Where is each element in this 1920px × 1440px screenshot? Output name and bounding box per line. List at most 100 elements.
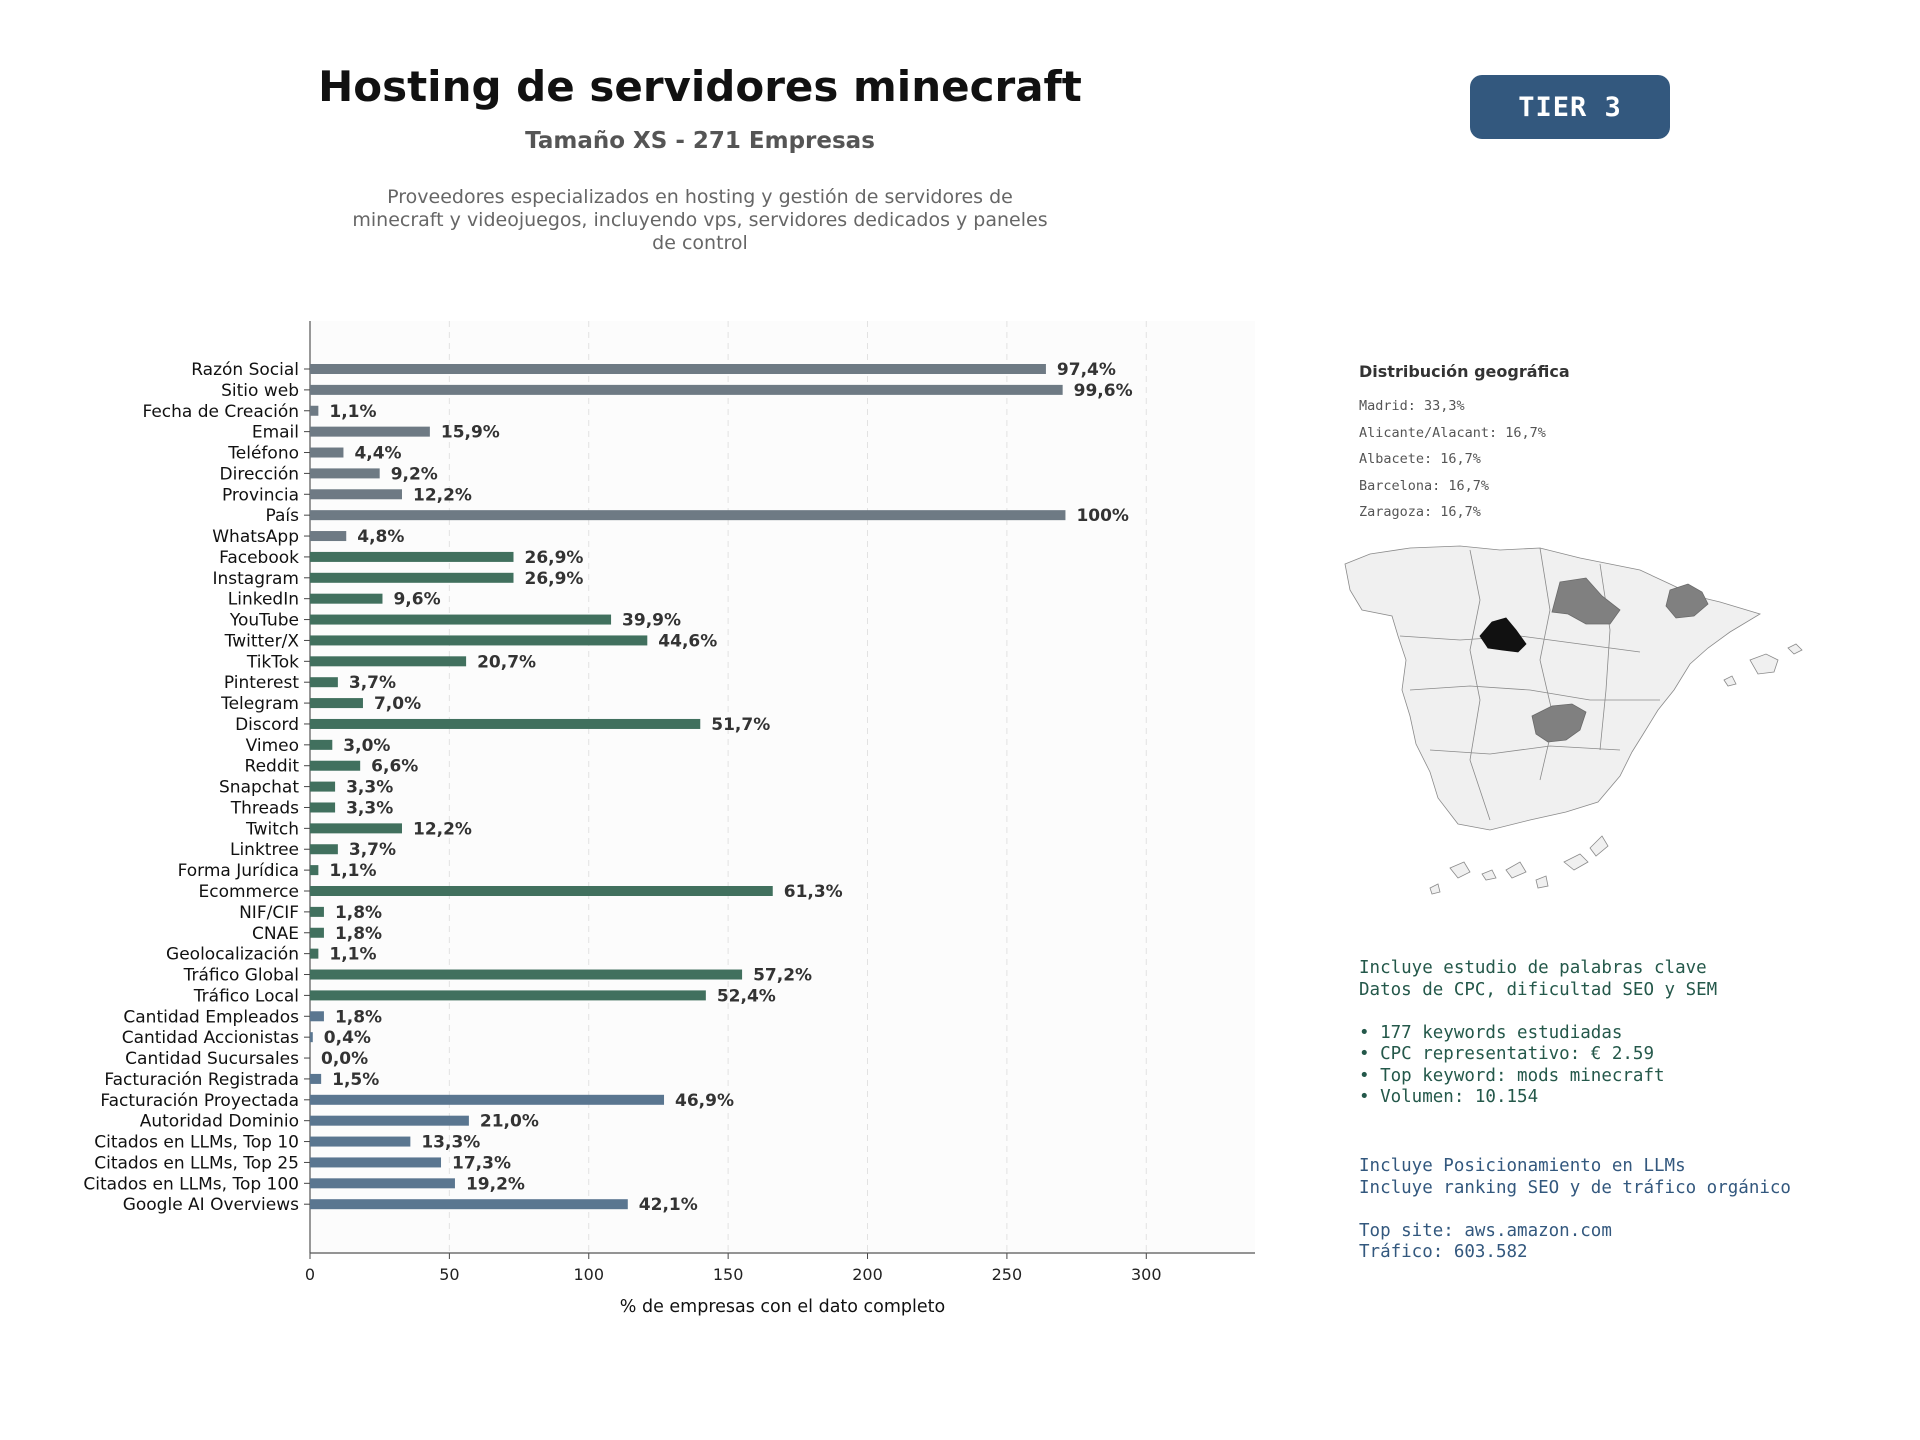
x-tick-label: 250 (992, 1265, 1023, 1284)
bar (310, 677, 338, 688)
bar (310, 447, 344, 458)
value-label: 9,6% (393, 590, 440, 610)
bar (310, 969, 743, 980)
llm-info: Incluye Posicionamiento en LLMs Incluye … (1359, 1156, 1791, 1264)
category-label: Tráfico Global (183, 966, 299, 986)
category-label: Google AI Overviews (123, 1195, 299, 1215)
bar (310, 865, 319, 876)
x-tick-label: 200 (852, 1265, 883, 1284)
llm-traffic: Tráfico: 603.582 (1359, 1242, 1528, 1262)
value-label: 3,3% (346, 778, 393, 798)
value-label: 1,8% (335, 1007, 382, 1027)
x-tick-label: 100 (573, 1265, 604, 1284)
keywords-info: Incluye estudio de palabras clave Datos … (1359, 958, 1717, 1109)
value-label: 51,7% (711, 715, 770, 735)
category-label: Pinterest (224, 673, 299, 693)
category-label: Citados en LLMs, Top 25 (94, 1153, 299, 1173)
keywords-bullet: • Volumen: 10.154 (1359, 1087, 1539, 1107)
geo-item: Madrid: 33,3% (1359, 398, 1465, 414)
category-label: TikTok (246, 652, 299, 672)
value-label: 39,9% (622, 611, 681, 631)
value-label: 1,1% (329, 945, 376, 965)
llm-line: Incluye ranking SEO y de tráfico orgánic… (1359, 1177, 1791, 1198)
bar (310, 844, 338, 855)
category-label: Citados en LLMs, Top 100 (83, 1174, 299, 1194)
geo-item: Barcelona: 16,7% (1359, 477, 1490, 494)
category-label: Cantidad Empleados (123, 1007, 299, 1027)
bar (310, 1199, 628, 1210)
map-barcelona (1665, 583, 1709, 619)
category-label: Razón Social (191, 360, 299, 380)
bar (310, 760, 361, 771)
plot-area (310, 321, 1255, 1253)
bar (310, 384, 1063, 395)
category-label: Telegram (220, 694, 299, 714)
value-label: 12,2% (413, 485, 472, 505)
value-label: 20,7% (477, 652, 536, 672)
category-label: Citados en LLMs, Top 10 (94, 1133, 299, 1153)
bar (310, 489, 402, 500)
value-label: 1,8% (335, 924, 382, 944)
page-description: Proveedores especializados en hosting y … (352, 186, 1048, 254)
category-label: CNAE (252, 924, 299, 944)
geo-item: Alicante/Alacant: 16,7% (1359, 424, 1546, 441)
keywords-bullet: • Top keyword: mods minecraft (1359, 1065, 1665, 1086)
geo-item: Zaragoza: 16,7% (1359, 504, 1481, 520)
bar (310, 948, 319, 959)
category-label: Facebook (219, 548, 299, 568)
bar (310, 364, 1046, 374)
keywords-line: Datos de CPC, dificultad SEO y SEM (1359, 979, 1718, 1000)
value-label: 3,0% (343, 736, 390, 756)
bar (310, 1136, 411, 1147)
value-label: 26,9% (524, 548, 583, 568)
value-label: 9,2% (391, 464, 438, 484)
category-label: Twitter/X (224, 631, 300, 651)
bar (310, 1157, 442, 1168)
value-label: 1,1% (329, 861, 376, 881)
map-canarias (1429, 835, 1609, 895)
x-tick-label: 300 (1131, 1265, 1162, 1284)
value-label: 3,3% (346, 798, 393, 818)
map-balearic (1723, 643, 1803, 687)
value-label: 52,4% (717, 986, 776, 1006)
value-label: 44,6% (658, 631, 717, 651)
value-label: 4,8% (357, 527, 404, 547)
value-label: 26,9% (524, 569, 583, 589)
bar (310, 426, 430, 437)
geo-item: Albacete: 16,7% (1359, 451, 1481, 467)
value-label: 1,8% (335, 903, 382, 923)
value-label: 4,4% (354, 444, 401, 464)
keywords-line: Incluye estudio de palabras clave (1359, 958, 1707, 978)
value-label: 0,4% (324, 1028, 371, 1048)
bar (310, 718, 701, 729)
value-label: 1,1% (329, 402, 376, 422)
category-label: LinkedIn (228, 590, 299, 610)
keywords-bullet: • 177 keywords estudiadas (1359, 1022, 1623, 1043)
value-label: 12,2% (413, 819, 472, 839)
bar (310, 1115, 469, 1126)
bar (310, 781, 336, 792)
map-madrid (1479, 617, 1527, 653)
value-label: 0,0% (321, 1049, 368, 1069)
category-label: Vimeo (246, 736, 299, 756)
spain-map (1344, 545, 1803, 895)
category-label: YouTube (229, 611, 299, 631)
value-label: 46,9% (675, 1091, 734, 1111)
value-label: 15,9% (441, 423, 500, 443)
value-label: 1,5% (332, 1070, 379, 1090)
category-label: Dirección (220, 464, 299, 484)
geo-title: Distribución geográfica (1359, 362, 1570, 381)
bar (310, 802, 336, 813)
category-label: Facturación Proyectada (100, 1091, 299, 1111)
bar (310, 1011, 324, 1022)
bar (310, 531, 347, 542)
category-label: Geolocalización (166, 945, 299, 965)
category-label: Fecha de Creación (142, 402, 299, 422)
bar (310, 698, 363, 709)
category-label: Teléfono (227, 444, 299, 464)
bar (310, 1032, 313, 1043)
value-label: 3,7% (349, 840, 396, 860)
category-label: Snapchat (219, 778, 299, 798)
tier-badge: TIER 3 (1470, 75, 1670, 139)
